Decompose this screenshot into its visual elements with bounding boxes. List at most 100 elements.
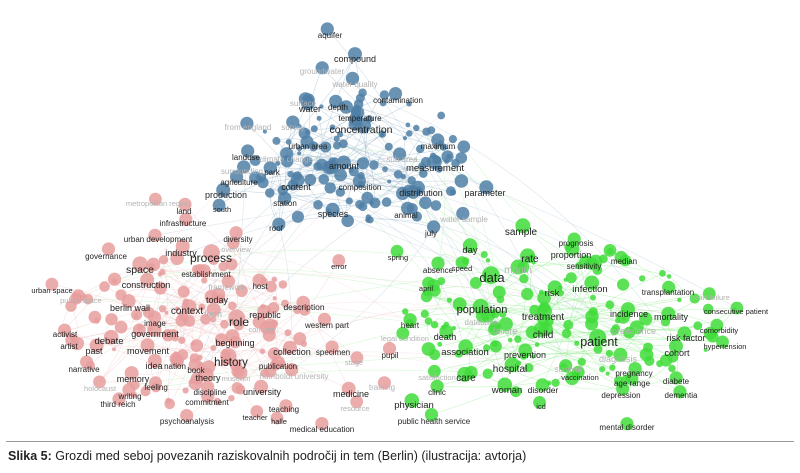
node-urban_history	[350, 395, 364, 409]
edge-environment	[321, 106, 462, 159]
node-urban_history	[140, 272, 155, 287]
term-label: discipline	[194, 388, 227, 397]
term-label: stage	[345, 358, 363, 367]
term-label: dementia	[665, 391, 698, 400]
edge-environment	[262, 182, 360, 207]
term-label: urban development	[124, 235, 193, 244]
edge-inter-cluster	[367, 218, 594, 312]
node-environment	[413, 124, 420, 132]
node-health	[483, 344, 491, 352]
node-health	[430, 321, 439, 329]
node-environment	[275, 160, 281, 166]
node-environment	[411, 180, 425, 195]
node-environment	[381, 197, 392, 207]
term-label: production	[205, 190, 247, 200]
node-environment	[265, 188, 275, 198]
node-health	[510, 259, 526, 275]
node-urban_history	[93, 375, 106, 389]
node-environment	[444, 158, 450, 164]
term-label: climate change	[259, 155, 313, 164]
node-environment	[310, 125, 318, 133]
node-health	[455, 256, 469, 269]
node-health	[476, 309, 490, 323]
node-environment	[431, 133, 445, 147]
term-label: cohort	[664, 348, 690, 358]
node-urban_history	[170, 353, 184, 367]
node-health	[519, 274, 529, 284]
edge-health	[523, 264, 670, 277]
edge-inter-cluster	[211, 250, 410, 324]
node-environment	[212, 198, 226, 212]
node-urban_history	[175, 239, 190, 254]
term-label: aquifer	[318, 31, 343, 40]
term-label: artist	[60, 342, 78, 351]
term-label: republic	[249, 310, 281, 320]
node-health	[537, 291, 551, 305]
term-label: overview	[221, 245, 251, 254]
term-label: specimen	[316, 348, 350, 357]
node-environment	[237, 160, 251, 174]
node-urban_history	[271, 276, 278, 283]
node-urban_history	[228, 309, 246, 327]
term-label: past	[85, 346, 103, 356]
node-urban_history	[197, 264, 211, 278]
term-label: distribution	[399, 188, 443, 198]
node-urban_history	[203, 244, 220, 261]
node-urban_history	[154, 281, 167, 295]
term-label: metropolitan region	[126, 199, 190, 208]
node-urban_history	[132, 256, 148, 272]
node-environment	[316, 115, 322, 121]
node-health	[404, 393, 420, 408]
node-urban_history	[174, 306, 180, 312]
node-urban_history	[181, 299, 197, 315]
node-health	[469, 277, 482, 289]
term-label: water quality	[332, 80, 378, 89]
node-urban_history	[177, 285, 190, 298]
term-label: industry	[165, 248, 197, 258]
term-label: transplantation	[642, 288, 694, 297]
edge-environment	[299, 148, 408, 209]
node-health	[559, 359, 573, 373]
node-health	[702, 303, 714, 315]
term-label: vaccination	[561, 373, 599, 382]
term-label: psychoanalysis	[160, 417, 214, 426]
edge-health	[533, 262, 594, 312]
node-environment	[430, 200, 442, 211]
edge-urban_history	[114, 280, 260, 323]
term-label: disorder	[528, 385, 559, 395]
term-label: from england	[225, 123, 272, 132]
edge-health	[531, 332, 623, 390]
node-health	[515, 218, 531, 234]
node-health	[620, 417, 634, 431]
edge-urban_history	[51, 283, 349, 389]
node-urban_history	[350, 351, 364, 364]
term-label: station	[273, 199, 297, 208]
term-label: water sample	[439, 215, 488, 224]
cluster-network-map: aquifer compound groundwater water quality c…	[31, 22, 769, 434]
node-health	[422, 276, 435, 290]
node-environment	[338, 139, 348, 149]
node-health	[508, 337, 513, 343]
node-urban_history	[209, 316, 216, 323]
node-environment	[457, 140, 471, 153]
node-health	[565, 272, 577, 284]
term-label: holocaust	[84, 384, 117, 393]
node-urban_history	[218, 261, 229, 272]
node-urban_history	[99, 281, 110, 292]
term-label: water	[298, 104, 321, 114]
figure-caption: Slika 5: Grozdi med seboj povezanih razi…	[8, 449, 526, 463]
node-urban_history	[103, 329, 119, 345]
node-environment	[329, 94, 343, 108]
node-environment	[319, 104, 324, 109]
node-environment	[393, 170, 403, 179]
term-label: process	[190, 251, 232, 265]
node-health	[614, 250, 628, 265]
node-health	[574, 340, 580, 346]
term-label: concentration	[329, 124, 392, 136]
term-label: theory	[195, 373, 221, 383]
node-health	[677, 297, 682, 303]
term-label: prognosis	[559, 239, 594, 248]
term-label: sensitivity	[567, 262, 602, 271]
node-health	[589, 329, 607, 347]
